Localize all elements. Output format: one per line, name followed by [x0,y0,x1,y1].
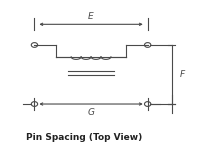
Text: F: F [179,70,185,79]
Text: G: G [88,108,95,117]
Text: Pin Spacing (Top View): Pin Spacing (Top View) [26,133,142,142]
Text: E: E [88,12,94,21]
